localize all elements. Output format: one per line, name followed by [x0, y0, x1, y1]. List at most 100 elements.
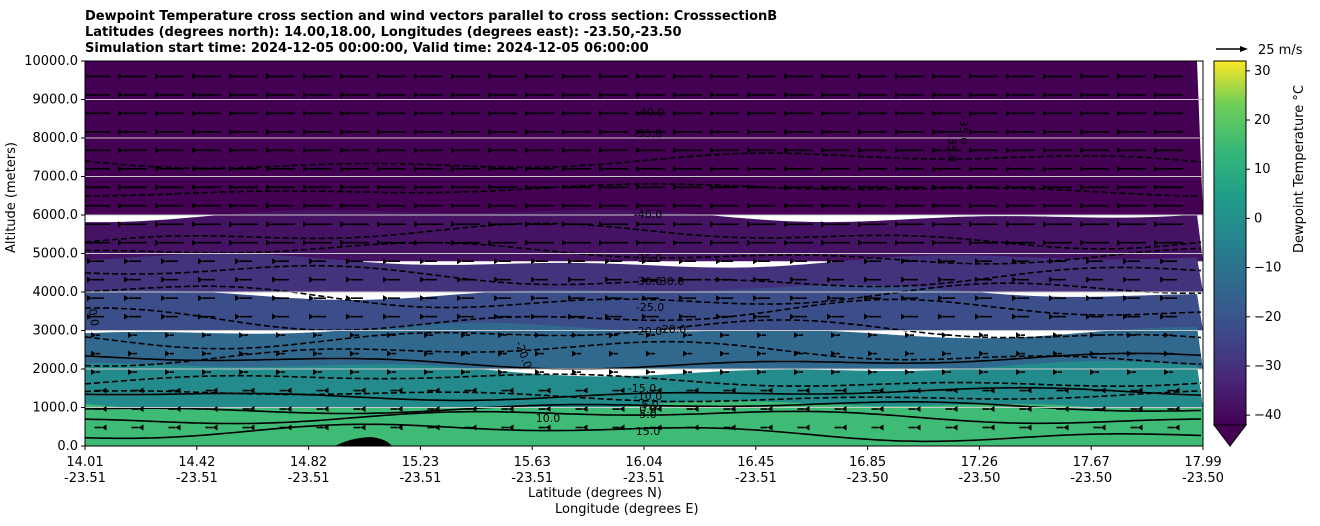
wind-vector-head [901, 295, 906, 302]
wind-vector-head [1006, 202, 1011, 209]
wind-vector-head [790, 295, 795, 302]
wind-vector-head [87, 295, 92, 302]
wind-vector-head [989, 387, 995, 394]
wind-vector-head [841, 424, 847, 431]
wind-vector-head [636, 202, 641, 209]
wind-vector-head [794, 350, 799, 357]
wind-vector-head [488, 202, 493, 209]
wind-vector-head [323, 387, 329, 394]
wind-vector-head [784, 147, 789, 154]
wind-vector-head [710, 165, 715, 172]
wind-vector-head [175, 387, 181, 394]
wind-vector-head [414, 202, 419, 209]
wind-vector-head [424, 369, 429, 376]
wind-vector-head [932, 73, 937, 80]
wind-vector-head [451, 202, 456, 209]
wind-vector-head [229, 128, 234, 135]
wind-vector-head [525, 73, 530, 80]
wind-vector-head [377, 73, 382, 80]
wind-vector-head [235, 313, 240, 320]
wind-vector-head [1137, 424, 1143, 431]
wind-vector-head [619, 424, 625, 431]
wind-vector-head [989, 406, 995, 413]
y-tick-label: 5000.0 [33, 247, 79, 262]
wind-vector-head [414, 147, 419, 154]
wind-vector-head [562, 73, 567, 80]
wind-vector-head [895, 147, 900, 154]
wind-vector-head [905, 369, 910, 376]
wind-vector-head [377, 239, 382, 246]
wind-vector-head [1164, 369, 1169, 376]
x-tick-label-lon: -23.51 [288, 471, 330, 486]
wind-vector-head [767, 387, 773, 394]
wind-vector-head [1123, 313, 1128, 320]
wind-vector-head [165, 332, 170, 339]
wind-vector-head [1174, 387, 1180, 394]
wind-vector-head [747, 165, 752, 172]
wind-vector-head [383, 258, 388, 265]
wind-vector-head [821, 73, 826, 80]
contour-line [85, 373, 1202, 387]
wind-vector-head [646, 350, 651, 357]
wind-vector-head [414, 221, 419, 228]
wind-vector-head [525, 128, 530, 135]
wind-vector-head [646, 332, 651, 339]
wind-vector-head [266, 147, 271, 154]
wind-vector-head [309, 295, 314, 302]
wind-vector-head [1100, 387, 1106, 394]
wind-vector-head [508, 406, 514, 413]
contour-line [85, 152, 1202, 170]
contour-label: -5.0 [637, 398, 658, 411]
wind-vector-head [451, 73, 456, 80]
colorbar-tick-label: 30 [1254, 64, 1271, 79]
chart-title-line-1: Dewpoint Temperature cross section and w… [85, 9, 778, 24]
wind-vector-head [155, 165, 160, 172]
wind-vector-head [841, 387, 847, 394]
y-tick-label: 2000.0 [33, 362, 79, 377]
wind-vector-head [303, 73, 308, 80]
wind-vector-head [656, 424, 662, 431]
wind-vector-head [969, 147, 974, 154]
wind-vector-head [969, 128, 974, 135]
wind-vector-head [286, 406, 292, 413]
wind-vector-head [1154, 202, 1159, 209]
wind-vector-head [1080, 239, 1085, 246]
wind-vector-head [457, 258, 462, 265]
x-tick-label-lon: -23.51 [735, 471, 777, 486]
wind-vector-head [101, 406, 107, 413]
x-tick-label-lat: 17.26 [961, 455, 998, 470]
wind-vector-head [266, 128, 271, 135]
wind-vector-head [794, 369, 799, 376]
wind-vector-head [952, 406, 958, 413]
wind-vector-head [1164, 350, 1169, 357]
wind-vector-head [276, 332, 281, 339]
wind-vector-head [784, 128, 789, 135]
wind-vector-head [266, 73, 271, 80]
wind-vector-head [619, 406, 625, 413]
wind-vector-head [1160, 313, 1165, 320]
wind-vector-head [673, 128, 678, 135]
wind-vector-head [525, 202, 530, 209]
wind-vector-head [1154, 165, 1159, 172]
contour-label: -40.0 [634, 208, 662, 221]
contour-line [85, 298, 1202, 331]
wind-vector-head [1016, 332, 1021, 339]
wind-vector-head [804, 424, 810, 431]
wind-vector-head [858, 239, 863, 246]
wind-vector-head [747, 221, 752, 228]
wind-vector-head [790, 258, 795, 265]
wind-vector-head [451, 184, 456, 191]
wind-vector-head [229, 221, 234, 228]
wind-vector-head [471, 406, 477, 413]
wind-vector-head [679, 295, 684, 302]
wind-vector-head [138, 406, 144, 413]
wind-vector-head [198, 313, 203, 320]
wind-vector-head [1160, 276, 1165, 283]
wind-vector-head [303, 221, 308, 228]
wind-vector-head [969, 202, 974, 209]
wind-vector-head [942, 332, 947, 339]
wind-vector-head [424, 332, 429, 339]
wind-vector-head [303, 147, 308, 154]
contour-label: -15.0 [628, 382, 656, 395]
wind-vector-head [272, 313, 277, 320]
